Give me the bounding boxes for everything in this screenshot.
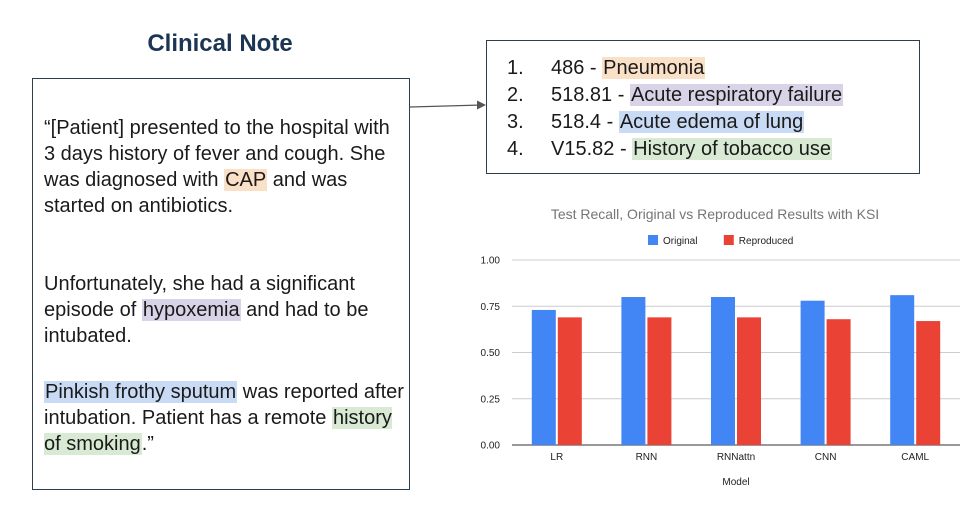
y-tick-label: 0.00 (481, 441, 501, 452)
bar-original-caml (890, 295, 915, 445)
highlighted-term: hypoxemia (141, 299, 241, 321)
code-description: Acute respiratory failure (629, 84, 844, 106)
code-item: 3. 518.4 - Acute edema of lung (507, 109, 805, 135)
note-paragraph-3: Pinkish frothy sputum was reported after… (44, 379, 404, 457)
y-tick-label: 0.25 (481, 394, 501, 405)
note-text: and had to be intubated. (44, 299, 369, 347)
recall-chart: Test Recall, Original vs Reproduced Resu… (460, 195, 970, 505)
note-title: Clinical Note (147, 30, 293, 57)
bar-original-rnn (621, 297, 646, 445)
note-text: “[Patient] presented to the hospital wit… (44, 117, 390, 191)
note-text: was reported after intubation. Patient h… (44, 381, 404, 429)
highlighted-term: CAP (224, 169, 268, 191)
note-paragraph-1: “[Patient] presented to the hospital wit… (44, 115, 404, 219)
code-number: 1. (507, 57, 524, 79)
x-tick-label: RNNattn (717, 452, 755, 463)
diagnosis-codes-box: 1. 486 - Pneumonia 2. 518.81 - Acute respi… (486, 40, 920, 174)
chart-title: Test Recall, Original vs Reproduced Resu… (551, 206, 879, 222)
note-text: .” (141, 433, 154, 455)
x-tick-label: LR (550, 452, 563, 463)
code-value: 518.81 - (551, 84, 630, 106)
code-value: 518.4 - (551, 111, 619, 133)
y-tick-label: 1.00 (481, 256, 501, 267)
bar-reproduced-cnn (826, 319, 851, 445)
clinical-note-box: “[Patient] presented to the hospital wit… (32, 78, 410, 490)
y-tick-label: 0.50 (481, 348, 501, 359)
bar-reproduced-caml (916, 321, 941, 445)
code-item: 4. V15.82 - History of tobacco use (507, 136, 833, 162)
code-number: 4. (507, 138, 524, 160)
y-tick-label: 0.75 (481, 302, 501, 313)
bar-reproduced-rnn (647, 317, 672, 445)
bar-original-rnnattn (711, 297, 735, 445)
legend-swatch-original (648, 235, 658, 245)
x-axis-label: Model (722, 477, 749, 488)
code-item: 1. 486 - Pneumonia (507, 55, 706, 81)
highlighted-term: Pinkish frothy sputum (44, 381, 238, 403)
x-tick-label: RNN (636, 452, 658, 463)
code-number: 2. (507, 84, 524, 106)
legend-swatch-reproduced (723, 235, 734, 245)
bar-original-cnn (800, 300, 825, 445)
note-text: Unfortunately, she had a significant epi… (44, 273, 355, 321)
bar-reproduced-rnnattn (737, 317, 761, 445)
code-value: V15.82 - (551, 138, 633, 160)
code-number: 3. (507, 111, 524, 133)
bar-reproduced-lr (557, 317, 582, 445)
x-tick-label: CNN (815, 452, 837, 463)
legend-label: Reproduced (739, 236, 793, 247)
note-paragraph-2: Unfortunately, she had a significant epi… (44, 271, 404, 349)
legend-label: Original (663, 236, 697, 247)
code-description: History of tobacco use (632, 138, 833, 160)
bar-original-lr (531, 309, 556, 445)
code-item: 2. 518.81 - Acute respiratory failure (507, 82, 844, 108)
recall-bar-chart: Test Recall, Original vs Reproduced Resu… (481, 206, 960, 488)
code-description: Pneumonia (602, 57, 706, 79)
code-value: 486 - (551, 57, 603, 79)
x-tick-label: CAML (901, 452, 929, 463)
code-description: Acute edema of lung (618, 111, 805, 133)
arrow-icon (410, 100, 486, 110)
note-text: and was started on antibiotics. (44, 169, 348, 217)
